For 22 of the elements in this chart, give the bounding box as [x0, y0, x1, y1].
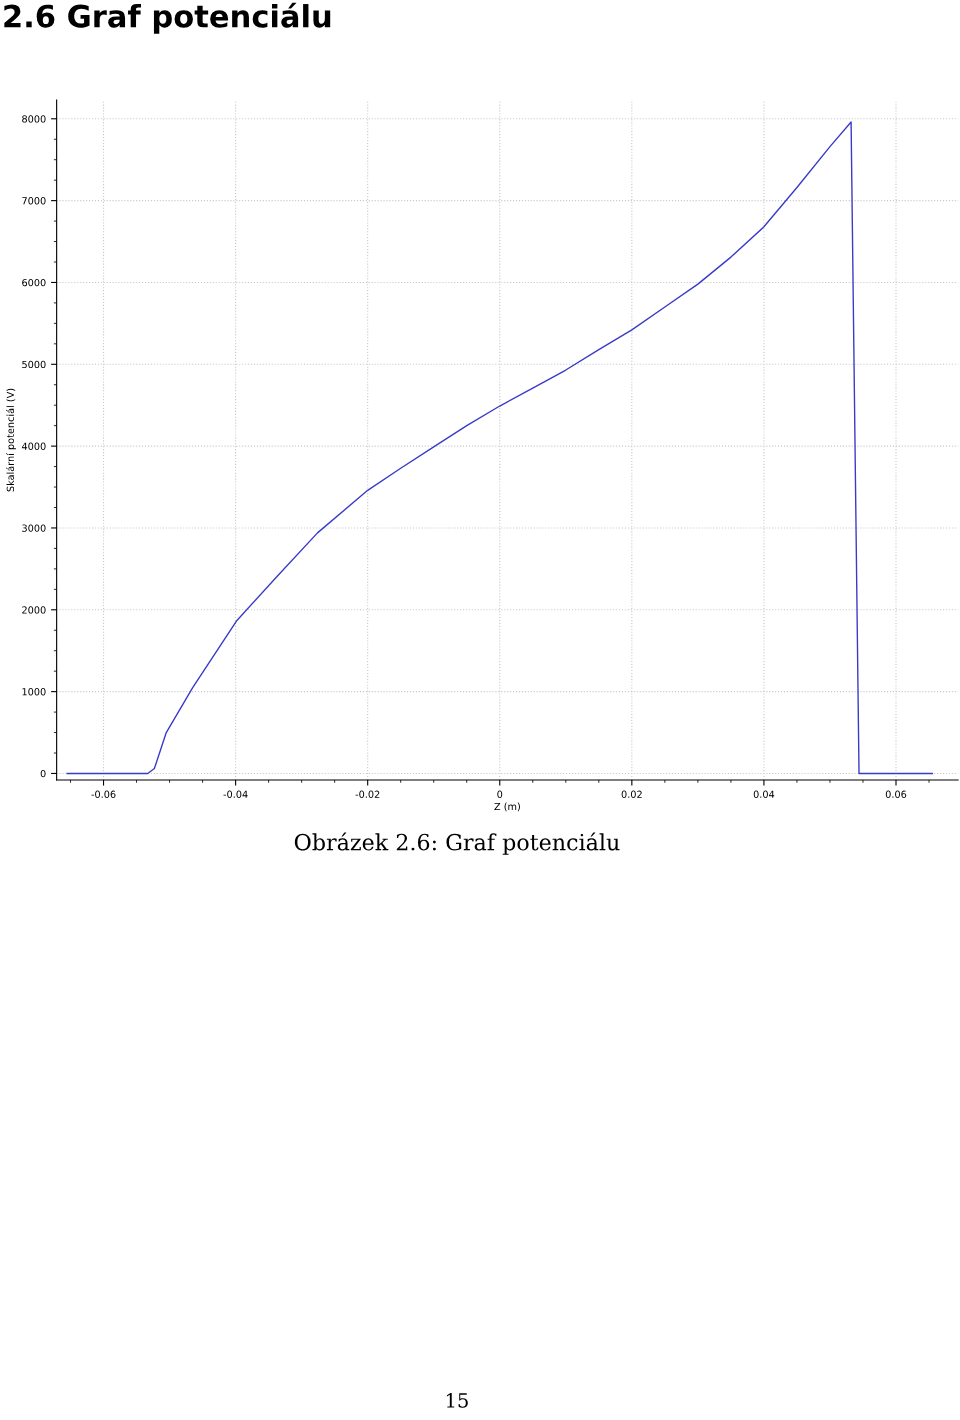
x-tick-label: -0.06 [91, 790, 116, 798]
x-tick-label: 0.06 [885, 790, 907, 798]
line-series [66, 121, 934, 775]
text: 15 [446, 1393, 468, 1408]
y-tick-label: 2000 [22, 606, 46, 614]
x-tick-label: -0.04 [223, 790, 248, 798]
y-tick-label: 4000 [21, 442, 46, 450]
y-tick-label: 3000 [22, 524, 46, 532]
chart-title: 2.6 Graf potenciálu [4, 2, 331, 34]
y-tick-label: 5000 [22, 360, 46, 369]
y-axis-title: Skalární potenciál (V) [6, 388, 16, 492]
x-tick-label: -0.02 [355, 790, 380, 798]
x-tick-label: 0.02 [621, 790, 642, 798]
x-axis-title: Z (m) [494, 802, 520, 812]
x-tick-label: 0.04 [753, 790, 775, 798]
text: Obrázek 2.6: Graf potenciálu [294, 832, 620, 855]
y-tick-label: 7000 [22, 197, 46, 205]
y-tick-label: 6000 [22, 278, 46, 287]
y-tick-label: 0 [40, 769, 46, 778]
y-tick-label: 1000 [22, 688, 46, 696]
x-tick-label: 0 [497, 790, 503, 798]
y-tick-label: 8000 [22, 115, 46, 123]
